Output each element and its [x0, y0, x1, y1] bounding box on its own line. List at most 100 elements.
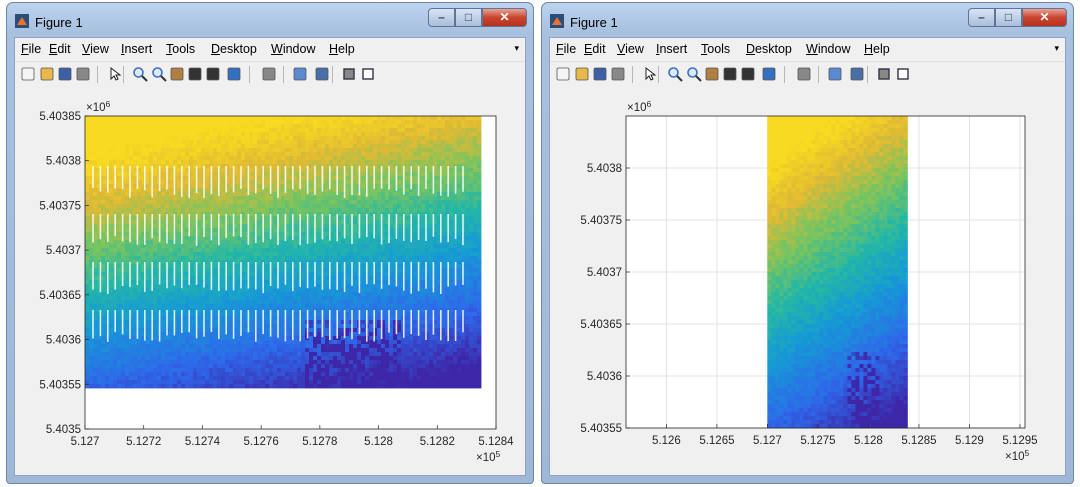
menu-view[interactable]: View: [82, 42, 109, 56]
data-point: [149, 244, 154, 249]
data-point: [169, 164, 174, 169]
menu-edit[interactable]: Edit: [49, 42, 71, 56]
data-point: [181, 128, 186, 133]
data-point: [189, 244, 194, 249]
link-icon[interactable]: [261, 66, 277, 82]
data-point: [465, 232, 470, 237]
menu-window[interactable]: Window: [271, 42, 316, 56]
data-point: [217, 248, 222, 253]
data-point: [373, 268, 378, 273]
data-point: [465, 224, 470, 229]
print-icon[interactable]: [75, 66, 91, 82]
data-point: [397, 228, 402, 233]
data-point: [389, 160, 394, 165]
data-point: [433, 312, 438, 317]
data-point: [101, 176, 106, 181]
data-point: [241, 284, 246, 289]
data-point: [117, 152, 122, 157]
rotate-icon[interactable]: [187, 66, 203, 82]
data-point: [413, 296, 418, 301]
data-point: [241, 312, 246, 317]
brush-icon[interactable]: [226, 66, 242, 82]
data-point: [453, 124, 458, 129]
menu-file[interactable]: File: [21, 42, 42, 56]
data-point: [317, 236, 322, 241]
data-point: [309, 288, 314, 293]
data-point: [313, 116, 318, 121]
data-point: [369, 228, 374, 233]
menu-desktop[interactable]: Desktop: [211, 42, 257, 56]
pointer-icon[interactable]: [107, 66, 123, 82]
hide-plot-tools-icon[interactable]: [341, 66, 357, 82]
data-point: [377, 208, 382, 213]
axes-1[interactable]: 5.127 5.1272 5.1274 5.1276 5.1278 5.128 5.1282…: [15, 88, 527, 467]
show-plot-tools-icon[interactable]: [360, 66, 376, 82]
data-point: [145, 160, 150, 165]
menu-tools[interactable]: Tools: [166, 42, 196, 56]
data-point: [117, 160, 122, 165]
zoom-in-icon[interactable]: [132, 66, 148, 82]
data-point: [333, 208, 338, 213]
data-point: [189, 120, 194, 125]
save-icon[interactable]: [57, 66, 73, 82]
data-point: [477, 148, 482, 153]
data-point: [405, 276, 410, 281]
data-point: [433, 232, 438, 237]
data-point: [413, 264, 418, 269]
data-point: [93, 200, 98, 205]
data-point: [229, 196, 234, 201]
data-point: [173, 304, 178, 309]
data-point: [309, 236, 314, 241]
data-point: [113, 252, 118, 257]
title-bar[interactable]: Figure 1 – □ ✕: [7, 3, 533, 37]
data-point: [157, 136, 162, 141]
data-point: [233, 272, 238, 277]
open-file-icon[interactable]: [39, 66, 55, 82]
menu-insert[interactable]: Insert: [121, 42, 153, 56]
data-point: [349, 160, 354, 165]
legend-icon[interactable]: [314, 66, 330, 82]
data-point: [205, 180, 210, 185]
data-point: [329, 172, 334, 177]
data-point: [277, 296, 282, 301]
data-point: [313, 132, 318, 137]
data-point: [285, 212, 290, 217]
data-point: [385, 176, 390, 181]
zoom-out-icon[interactable]: [151, 66, 167, 82]
data-point: [265, 280, 270, 285]
data-point: [409, 144, 414, 149]
data-point: [149, 280, 154, 285]
data-point: [165, 292, 170, 297]
pan-icon[interactable]: [169, 66, 185, 82]
menu-dock-arrow-icon[interactable]: ▾: [514, 43, 519, 53]
data-point: [321, 204, 326, 209]
data-point: [149, 156, 154, 161]
maximize-button[interactable]: □: [455, 8, 482, 27]
menu-help[interactable]: Help: [329, 42, 355, 56]
data-point: [97, 224, 102, 229]
data-point: [401, 300, 406, 305]
data-point: [129, 156, 134, 161]
colorbar-icon[interactable]: [292, 66, 308, 82]
data-point: [277, 160, 282, 165]
minimize-button[interactable]: –: [428, 8, 455, 27]
data-point: [177, 296, 182, 301]
data-point: [301, 204, 306, 209]
data-point: [169, 276, 174, 281]
data-cursor-icon[interactable]: [205, 66, 221, 82]
data-point: [173, 140, 178, 145]
new-figure-icon[interactable]: [20, 66, 36, 82]
close-button[interactable]: ✕: [482, 8, 527, 27]
data-point: [441, 284, 446, 289]
data-point: [453, 256, 458, 261]
data-point: [109, 196, 114, 201]
data-point: [101, 280, 106, 285]
data-point: [141, 204, 146, 209]
data-point: [325, 312, 330, 317]
data-point: [273, 280, 278, 285]
data-point: [409, 192, 414, 197]
data-point: [97, 216, 102, 221]
data-point: [337, 292, 342, 297]
data-point: [305, 196, 310, 201]
data-point: [229, 132, 234, 137]
